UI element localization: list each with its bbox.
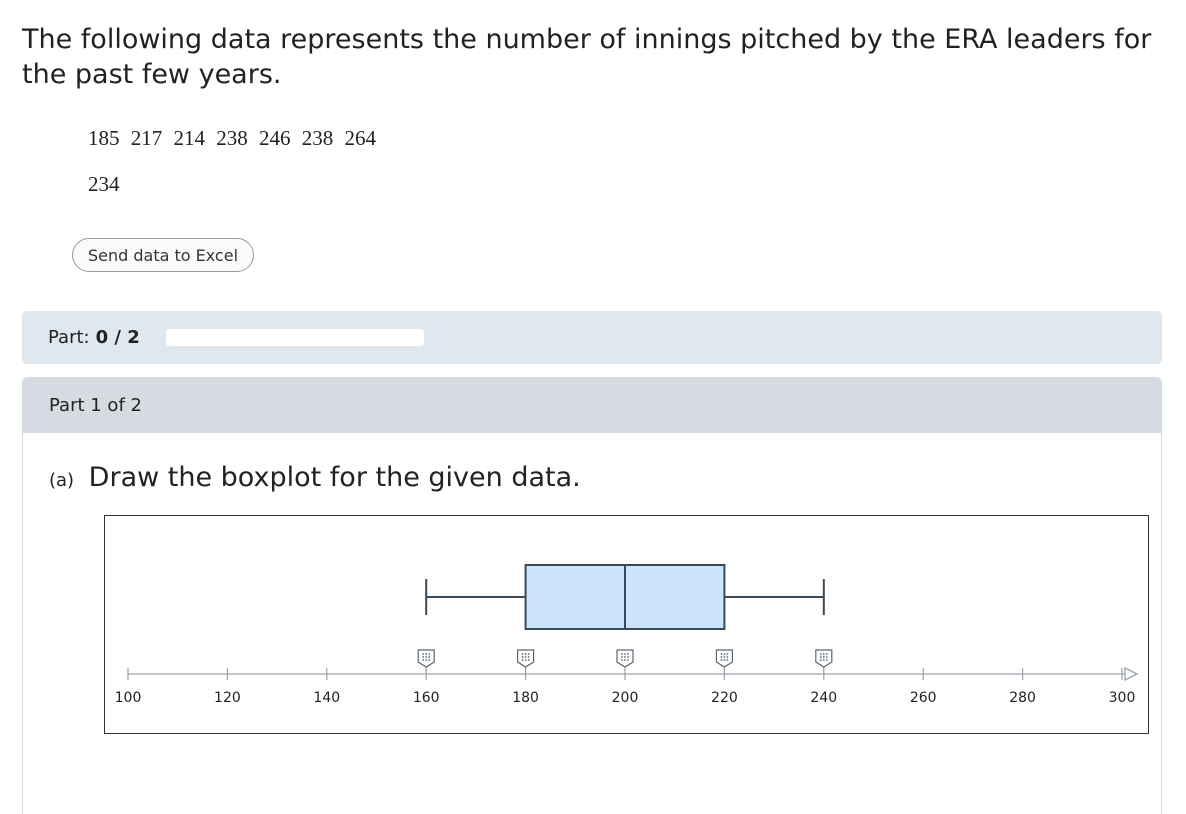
part-panel: Part 1 of 2 (a) Draw the boxplot for the… bbox=[22, 377, 1162, 814]
drag-handle-dot bbox=[428, 653, 431, 655]
drag-handle-dot bbox=[825, 653, 828, 655]
axis-tick-label: 160 bbox=[413, 690, 440, 706]
drag-handle-dot bbox=[627, 653, 629, 655]
axis-tick-label: 220 bbox=[711, 690, 738, 706]
drag-handle-dot bbox=[627, 656, 629, 658]
question-text: Draw the boxplot for the given data. bbox=[88, 462, 581, 493]
drag-handle-dot bbox=[425, 659, 428, 661]
drag-handle-dot bbox=[723, 653, 726, 655]
drag-handle-dot bbox=[726, 653, 729, 655]
drag-handle-dot bbox=[621, 656, 623, 658]
drag-handle-dot bbox=[422, 656, 425, 658]
drag-handle-dot bbox=[621, 659, 623, 661]
drag-handle-dot bbox=[521, 653, 524, 655]
drag-handle-dot bbox=[822, 659, 825, 661]
axis-tick-label: 120 bbox=[214, 690, 241, 706]
drag-handle-dot bbox=[425, 653, 428, 655]
drag-handle-dot bbox=[720, 656, 723, 658]
question-prompt: (a) Draw the boxplot for the given data. bbox=[49, 462, 581, 493]
drag-handle-dot bbox=[621, 653, 623, 655]
drag-handle-icon[interactable] bbox=[517, 649, 535, 668]
drag-handle-dot bbox=[819, 659, 822, 661]
drag-handle-dot bbox=[627, 659, 629, 661]
progress-track bbox=[165, 329, 424, 346]
part-progress-bar: Part: 0 / 2 bbox=[22, 311, 1162, 364]
drag-handle-dot bbox=[624, 656, 626, 658]
data-values-row-2: 234 bbox=[88, 172, 120, 196]
axis-tick-label: 180 bbox=[512, 690, 539, 706]
drag-handle-dot bbox=[726, 659, 729, 661]
drag-handle-dot bbox=[524, 659, 527, 661]
drag-handle-dot bbox=[720, 653, 723, 655]
drag-handle-dot bbox=[422, 653, 425, 655]
data-values-row-1: 185 217 214 238 246 238 264 bbox=[88, 126, 376, 150]
drag-handle-dot bbox=[527, 659, 530, 661]
drag-handle-dot bbox=[521, 656, 524, 658]
axis-tick-label: 300 bbox=[1109, 690, 1136, 706]
drag-handle-icon[interactable] bbox=[715, 649, 733, 668]
drag-handle-dot bbox=[726, 656, 729, 658]
part-score: 0 / 2 bbox=[95, 327, 140, 348]
part-header: Part 1 of 2 bbox=[23, 378, 1161, 433]
axis-tick-label: 140 bbox=[313, 690, 340, 706]
drag-handle-dot bbox=[428, 656, 431, 658]
axis-tick-label: 200 bbox=[612, 690, 639, 706]
boxplot-svg[interactable]: 100 120 140 160 180 200 220 240 260 280 300 bbox=[105, 516, 1150, 735]
drag-handle-dot bbox=[822, 656, 825, 658]
drag-handle-dot bbox=[624, 653, 626, 655]
axis-tick-label: 240 bbox=[810, 690, 837, 706]
drag-handle-dot bbox=[624, 659, 626, 661]
question-letter: (a) bbox=[49, 470, 75, 491]
part-label: Part: bbox=[48, 327, 90, 348]
drag-handle-dot bbox=[524, 653, 527, 655]
drag-handle-icon[interactable] bbox=[616, 649, 634, 668]
drag-handle-dot bbox=[524, 656, 527, 658]
axis-tick-label: 100 bbox=[115, 690, 142, 706]
drag-handle-dot bbox=[527, 653, 530, 655]
send-data-to-excel-button[interactable]: Send data to Excel bbox=[72, 238, 254, 272]
drag-handle-dot bbox=[723, 656, 726, 658]
drag-handle-icon[interactable] bbox=[417, 649, 435, 668]
drag-handle-dot bbox=[720, 659, 723, 661]
drag-handle-dot bbox=[428, 659, 431, 661]
drag-handle-dot bbox=[723, 659, 726, 661]
axis-tick-label: 260 bbox=[910, 690, 937, 706]
drag-handle-dot bbox=[422, 659, 425, 661]
arrow-right-icon bbox=[1124, 666, 1139, 682]
drag-handle-dot bbox=[825, 656, 828, 658]
drag-handle-dot bbox=[527, 656, 530, 658]
boxplot-canvas[interactable]: 100 120 140 160 180 200 220 240 260 280 300 bbox=[104, 515, 1149, 734]
drag-handle-icon[interactable] bbox=[815, 649, 833, 668]
drag-handle-dot bbox=[819, 656, 822, 658]
drag-handle-dot bbox=[819, 653, 822, 655]
axis-tick-label: 280 bbox=[1009, 690, 1036, 706]
drag-handle-dot bbox=[822, 653, 825, 655]
drag-handle-dot bbox=[425, 656, 428, 658]
drag-handle-dot bbox=[521, 659, 524, 661]
drag-handle-dot bbox=[825, 659, 828, 661]
problem-prompt: The following data represents the number… bbox=[22, 24, 1152, 90]
